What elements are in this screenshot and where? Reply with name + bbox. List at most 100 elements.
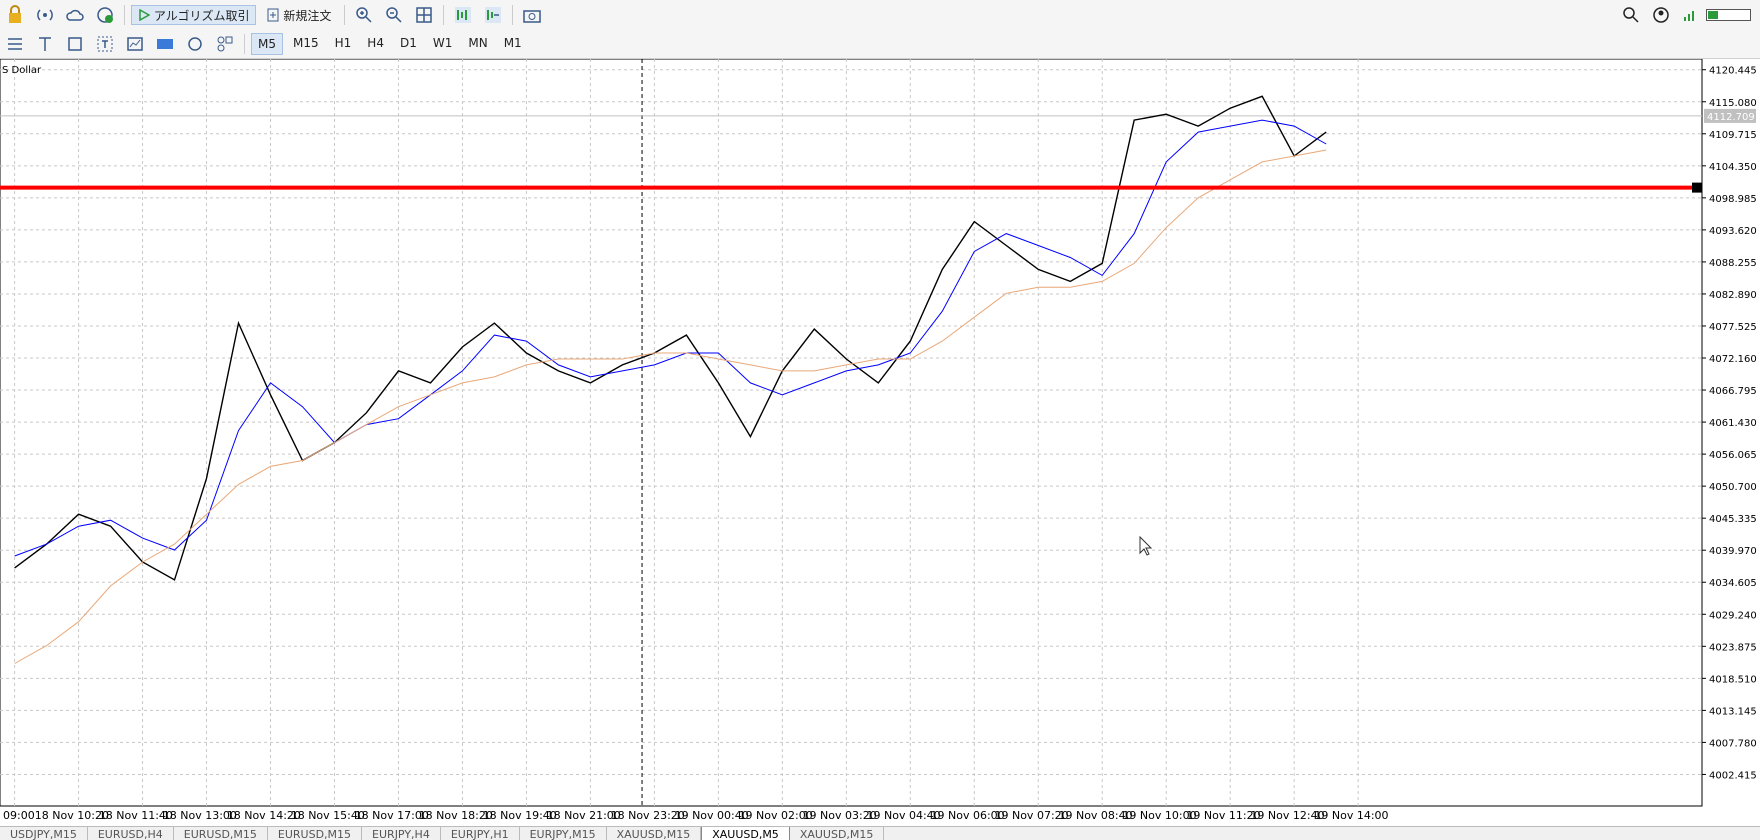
- timeframe-button[interactable]: MN: [468, 36, 488, 50]
- chart-icon[interactable]: [125, 34, 145, 54]
- x-tick-label: 19 Nov 06:00: [931, 809, 1005, 822]
- y-tick-label: 4045.335: [1709, 514, 1757, 525]
- rect-icon[interactable]: [65, 34, 85, 54]
- play-icon: [139, 9, 150, 21]
- y-tick-label: 4050.700: [1709, 482, 1757, 493]
- account-icon[interactable]: [1651, 5, 1671, 25]
- timeframe-button[interactable]: D1: [399, 36, 417, 50]
- lines-icon[interactable]: [5, 34, 25, 54]
- x-tick-label: 19 Nov 12:40: [1250, 809, 1324, 822]
- chart-tab[interactable]: EURJPY,H4: [362, 827, 441, 840]
- y-tick-label: 4072.160: [1709, 354, 1757, 365]
- y-tick-label: 4109.715: [1709, 130, 1757, 141]
- separator: [443, 5, 445, 25]
- x-tick-label: 19 Nov 07:20: [994, 809, 1068, 822]
- new-order-button[interactable]: 新規注文: [260, 5, 338, 25]
- button-icon[interactable]: [155, 34, 175, 54]
- x-tick-label: 19 Nov 00:40: [675, 809, 749, 822]
- timeframe-button[interactable]: M5: [251, 33, 283, 55]
- separator: [344, 5, 346, 25]
- y-tick-label: 4088.255: [1709, 258, 1757, 269]
- label-icon[interactable]: [95, 34, 115, 54]
- price-line: [14, 119, 1327, 557]
- x-tick-label: 18 Nov 23:20: [611, 809, 685, 822]
- chart-tab[interactable]: XAUUSD,M15: [607, 827, 702, 840]
- y-tick-label: 4029.240: [1709, 610, 1757, 621]
- zoom-in-icon[interactable]: [354, 5, 374, 25]
- chart-tab[interactable]: EURJPY,H1: [441, 827, 520, 840]
- x-tick-label: 18 Nov 19:40: [483, 809, 557, 822]
- y-tick-label: 4039.970: [1709, 546, 1757, 557]
- timeframe-button[interactable]: H1: [334, 36, 352, 50]
- x-tick-label: 18 Nov 14:20: [227, 809, 301, 822]
- timeframe-button[interactable]: W1: [432, 36, 453, 50]
- price-line: [14, 149, 1327, 664]
- market-icon[interactable]: [95, 5, 115, 25]
- x-tick-label: 18 Nov 15:40: [291, 809, 365, 822]
- x-tick-label: 19 Nov 08:40: [1058, 809, 1132, 822]
- chart-tab[interactable]: EURJPY,M15: [520, 827, 607, 840]
- signal-level-icon[interactable]: [1681, 5, 1701, 25]
- chart-tab[interactable]: EURUSD,M15: [268, 827, 363, 840]
- autoscroll-icon[interactable]: [453, 5, 473, 25]
- timeframe-button[interactable]: H4: [367, 36, 384, 50]
- x-tick-label: 18 Nov 17:00: [355, 809, 429, 822]
- y-tick-label: 4018.510: [1709, 674, 1757, 685]
- order-icon: [267, 8, 279, 22]
- objects-icon[interactable]: [215, 34, 235, 54]
- x-tick-label: 18 Nov 18:20: [419, 809, 493, 822]
- separator: [512, 5, 514, 25]
- x-tick-label: 19 Nov 02:00: [739, 809, 813, 822]
- signal-icon[interactable]: [35, 5, 55, 25]
- symbol-label: S Dollar: [2, 65, 42, 76]
- lock-icon[interactable]: [5, 5, 25, 25]
- search-icon[interactable]: [1621, 5, 1641, 25]
- price-line: [14, 95, 1327, 581]
- y-tick-label: 4066.795: [1709, 386, 1757, 397]
- main-toolbar: アルゴリズム取引 新規注文: [0, 0, 1760, 31]
- cloud-icon[interactable]: [65, 5, 85, 25]
- chart-tab[interactable]: EURUSD,M15: [174, 827, 268, 840]
- bid-label-bg: [1704, 108, 1756, 123]
- x-tick-label: 18 Nov 21:00: [547, 809, 621, 822]
- chart-tab[interactable]: XAUUSD,M15: [790, 827, 885, 840]
- drawing-toolbar: M5 M15 H1 H4 D1 W1 MN M1: [0, 30, 1760, 59]
- text-icon[interactable]: [35, 34, 55, 54]
- x-tick-label: 18 Nov 11:40: [99, 809, 173, 822]
- level-handle: [1692, 182, 1702, 193]
- algo-trading-label: アルゴリズム取引: [153, 8, 250, 23]
- separator: [124, 5, 125, 25]
- y-tick-label: 4023.875: [1709, 642, 1757, 653]
- tile-icon[interactable]: [414, 5, 434, 25]
- screenshot-icon[interactable]: [522, 5, 542, 25]
- y-tick-label: 4120.445: [1709, 66, 1757, 77]
- chart-tab[interactable]: USDJPY,M15: [0, 827, 88, 840]
- y-tick-label: 4093.620: [1709, 226, 1757, 237]
- chart-tab[interactable]: EURUSD,H4: [88, 827, 174, 840]
- chart-tab[interactable]: XAUUSD,M5: [701, 827, 790, 840]
- x-tick-label: 19 Nov 04:40: [867, 809, 941, 822]
- y-tick-label: 4061.430: [1709, 418, 1757, 429]
- timeframe-bar: M5 M15 H1 H4 D1 W1 MN M1: [249, 33, 530, 55]
- shapes-icon[interactable]: [185, 34, 205, 54]
- y-tick-label: 4056.065: [1709, 450, 1757, 461]
- y-tick-label: 4104.350: [1709, 162, 1757, 173]
- x-tick-label: 19 Nov 14:00: [1314, 809, 1388, 822]
- shift-icon[interactable]: [483, 5, 503, 25]
- zoom-out-icon[interactable]: [384, 5, 404, 25]
- chart-tabs: USDJPY,M15 EURUSD,H4 EURUSD,M15 EURUSD,M15 E…: [0, 826, 1760, 840]
- y-tick-label: 4115.080: [1709, 98, 1757, 109]
- timeframe-button[interactable]: M15: [293, 36, 319, 50]
- y-tick-label: 4077.525: [1709, 322, 1757, 333]
- x-tick-label: 19 Nov 10:00: [1122, 809, 1196, 822]
- y-tick-label: 4007.780: [1709, 738, 1757, 749]
- algo-trading-button[interactable]: アルゴリズム取引: [131, 5, 257, 25]
- plot-area: [0, 59, 1703, 807]
- timeframe-button[interactable]: M1: [503, 36, 522, 50]
- y-tick-label: 4002.415: [1709, 770, 1757, 781]
- y-tick-label: 4034.605: [1709, 578, 1757, 589]
- separator: [244, 34, 245, 54]
- x-tick-label: 19 Nov 11:20: [1186, 809, 1260, 822]
